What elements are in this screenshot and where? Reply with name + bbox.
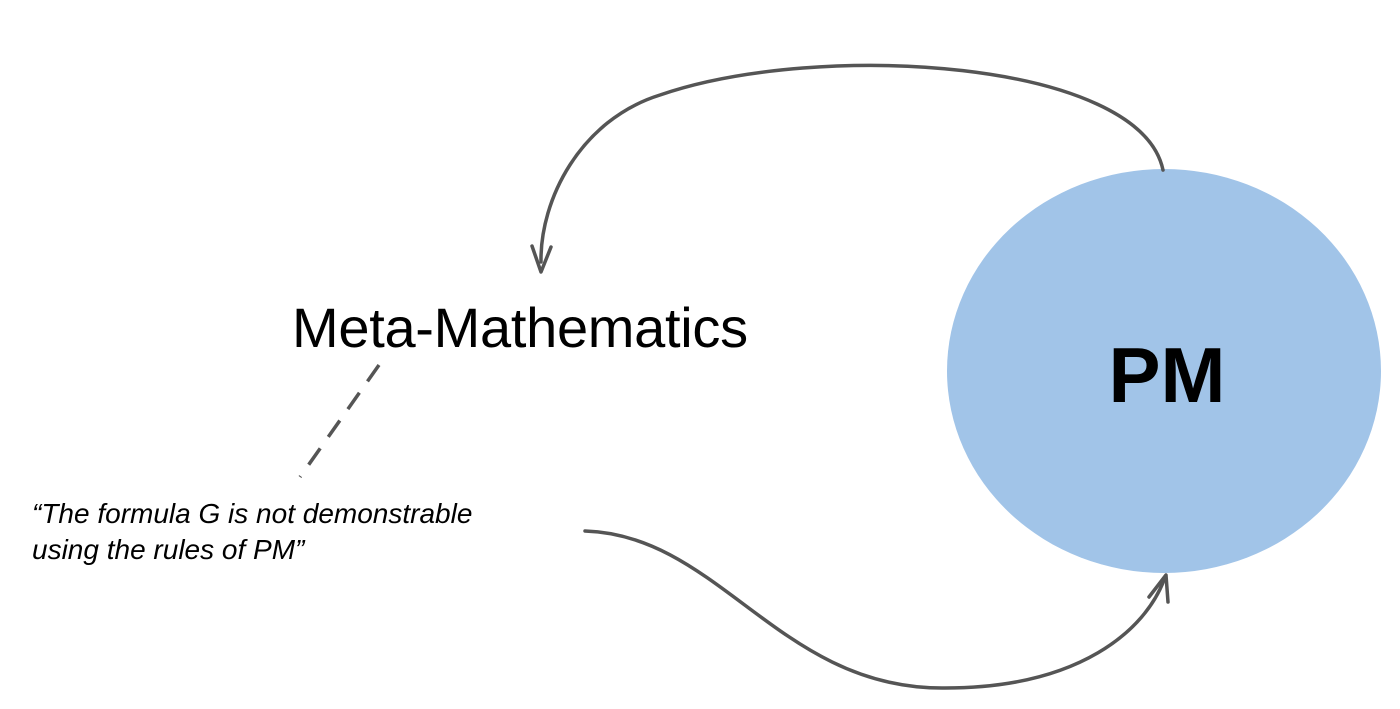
godel-quote: “The formula G is not demonstrable using… <box>32 496 572 568</box>
quote-line-1: “The formula G is not demonstrable <box>32 498 473 529</box>
pm-circle <box>947 169 1381 573</box>
arrow-quote-to-pm <box>583 529 1166 690</box>
arrowhead-meta <box>530 244 553 274</box>
dashed-connector <box>298 363 381 479</box>
arrowhead-pm <box>1147 573 1170 604</box>
arrow-pm-to-meta <box>539 63 1165 264</box>
quote-line-2: using the rules of PM” <box>32 534 305 565</box>
pm-label: PM <box>1108 331 1226 419</box>
meta-mathematics-label: Meta-Mathematics <box>292 296 748 359</box>
